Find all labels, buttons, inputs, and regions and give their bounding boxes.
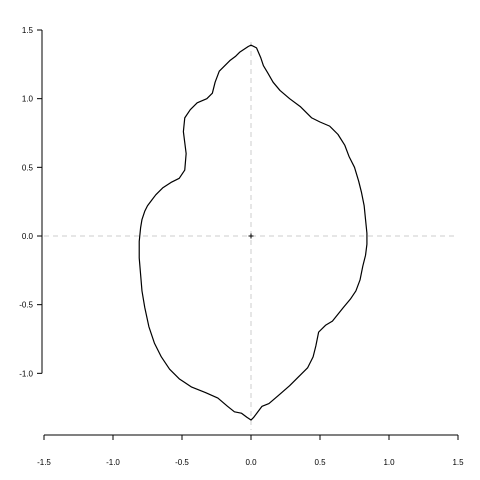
- x-tick-label: 0.0: [245, 458, 257, 467]
- x-tick-label: 1.0: [383, 458, 395, 467]
- series-line-0: [138, 44, 368, 421]
- x-tick-label: 1.5: [452, 458, 464, 467]
- y-tick-label: -0.5: [19, 301, 33, 310]
- y-tick-label: 0.0: [22, 232, 34, 241]
- y-tick-label: 1.5: [22, 26, 34, 35]
- center-marker-layer: [248, 233, 254, 239]
- x-tick-label: -0.5: [175, 458, 189, 467]
- y-tick-label: -1.0: [19, 369, 33, 378]
- x-tick-label: -1.5: [37, 458, 51, 467]
- x-tick-label: -1.0: [106, 458, 120, 467]
- x-tick-label: 0.5: [314, 458, 326, 467]
- y-tick-label: 0.5: [22, 163, 34, 172]
- series-layer: [138, 44, 368, 421]
- center-plus-marker: [248, 233, 254, 239]
- x-axis: -1.5 -1.0 -0.5 0.0 0.5 1.0 1.5: [37, 434, 464, 467]
- y-tick-label: 1.0: [22, 95, 34, 104]
- y-axis: -1.0 -0.5 0.0 0.5 1.0 1.5: [19, 26, 43, 378]
